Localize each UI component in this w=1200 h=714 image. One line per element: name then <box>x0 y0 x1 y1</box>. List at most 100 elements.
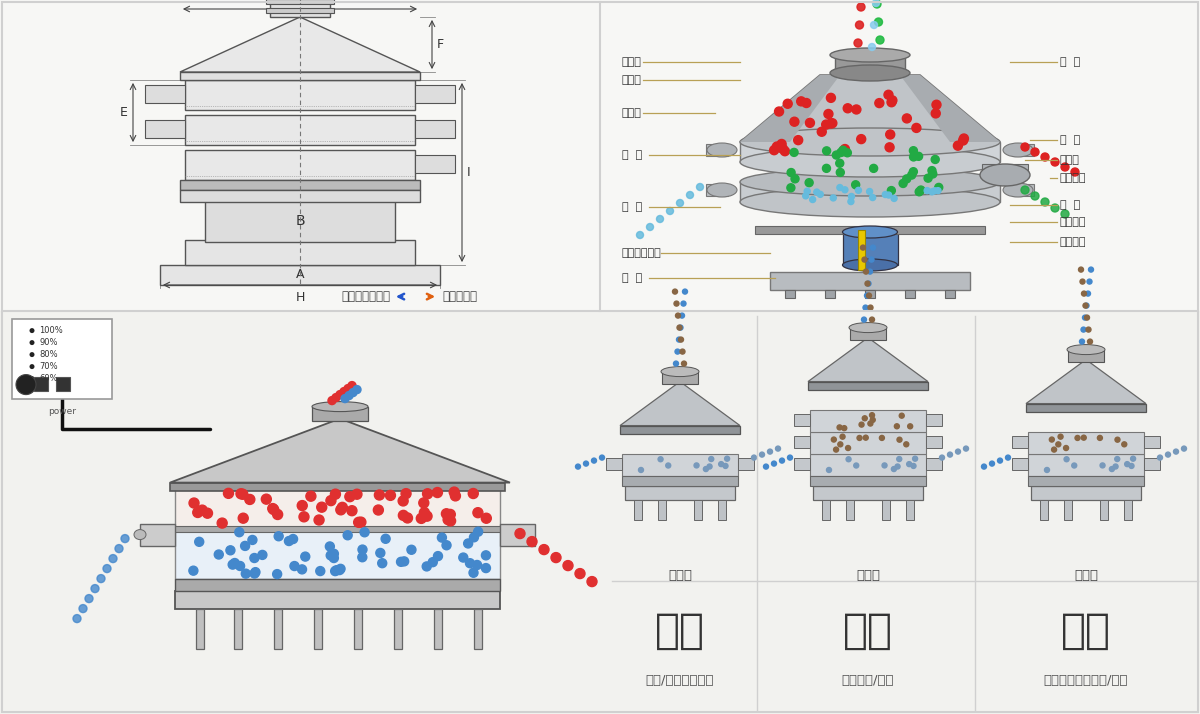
Circle shape <box>870 164 877 172</box>
Circle shape <box>422 489 432 499</box>
Circle shape <box>797 97 805 106</box>
Circle shape <box>360 528 370 537</box>
Circle shape <box>1081 291 1086 296</box>
Polygon shape <box>740 75 840 142</box>
Text: I: I <box>467 166 470 179</box>
Text: 结构示意图: 结构示意图 <box>442 290 478 303</box>
Circle shape <box>251 568 260 577</box>
Circle shape <box>862 257 866 262</box>
Polygon shape <box>1026 360 1146 403</box>
Circle shape <box>935 188 941 193</box>
Circle shape <box>805 178 814 186</box>
Bar <box>606 458 622 470</box>
Circle shape <box>398 511 408 521</box>
Circle shape <box>346 391 353 400</box>
Bar <box>706 184 728 196</box>
Text: A: A <box>295 268 305 281</box>
Circle shape <box>239 513 248 523</box>
Text: 90%: 90% <box>38 338 58 347</box>
Circle shape <box>1129 463 1134 468</box>
Circle shape <box>1165 452 1170 457</box>
Circle shape <box>248 536 257 545</box>
Circle shape <box>902 175 911 183</box>
Circle shape <box>822 164 830 172</box>
Bar <box>905 290 916 298</box>
Circle shape <box>862 317 866 322</box>
Circle shape <box>301 552 310 561</box>
Bar <box>810 431 926 453</box>
Circle shape <box>443 515 454 525</box>
Circle shape <box>449 487 460 497</box>
Bar <box>810 476 926 486</box>
Bar <box>0 311 1200 714</box>
Circle shape <box>844 149 851 157</box>
Circle shape <box>916 188 923 196</box>
Circle shape <box>870 194 876 201</box>
Circle shape <box>450 491 461 501</box>
Circle shape <box>576 464 581 469</box>
Circle shape <box>73 615 82 623</box>
Ellipse shape <box>842 226 898 238</box>
Circle shape <box>1042 198 1049 206</box>
Circle shape <box>1061 210 1069 218</box>
Text: 网  架: 网 架 <box>1060 135 1080 145</box>
Circle shape <box>896 456 901 461</box>
Circle shape <box>272 510 283 520</box>
Bar <box>185 115 415 145</box>
Bar <box>842 232 898 265</box>
Circle shape <box>575 568 586 578</box>
Circle shape <box>30 340 35 345</box>
Circle shape <box>864 293 870 298</box>
Circle shape <box>442 509 451 519</box>
Bar <box>500 523 535 545</box>
Circle shape <box>857 135 865 144</box>
Circle shape <box>676 313 680 318</box>
Circle shape <box>376 548 385 558</box>
Circle shape <box>481 550 491 560</box>
Circle shape <box>473 560 481 570</box>
Text: 去除异物/结块: 去除异物/结块 <box>841 674 894 687</box>
Circle shape <box>725 456 730 461</box>
Bar <box>785 290 796 298</box>
Circle shape <box>822 120 830 129</box>
Circle shape <box>868 305 874 310</box>
Circle shape <box>709 456 714 461</box>
Circle shape <box>840 144 850 154</box>
Circle shape <box>870 245 876 250</box>
Bar <box>622 476 738 486</box>
Bar <box>658 500 666 520</box>
Circle shape <box>349 388 358 396</box>
Ellipse shape <box>740 128 1000 156</box>
Circle shape <box>1130 456 1135 461</box>
Circle shape <box>1122 442 1127 447</box>
Ellipse shape <box>740 168 1000 196</box>
Circle shape <box>1051 158 1060 166</box>
Circle shape <box>344 492 355 502</box>
Circle shape <box>869 44 876 51</box>
Circle shape <box>1086 327 1091 332</box>
Circle shape <box>827 468 832 473</box>
Circle shape <box>760 452 764 457</box>
Circle shape <box>852 181 859 188</box>
Circle shape <box>336 391 344 398</box>
Bar <box>354 608 362 648</box>
Bar <box>1040 500 1048 520</box>
Bar <box>1012 436 1028 448</box>
Bar <box>794 458 810 470</box>
Circle shape <box>658 457 664 462</box>
Circle shape <box>931 188 937 193</box>
Circle shape <box>215 550 223 559</box>
Circle shape <box>272 570 282 578</box>
Bar <box>926 413 942 426</box>
Circle shape <box>563 560 574 570</box>
Bar <box>314 608 322 648</box>
Circle shape <box>1088 267 1093 272</box>
Text: 去除液体中的颗粒/异物: 去除液体中的颗粒/异物 <box>1044 674 1128 687</box>
Circle shape <box>91 585 98 593</box>
Circle shape <box>882 463 887 468</box>
Circle shape <box>896 437 902 442</box>
Circle shape <box>236 489 246 499</box>
Circle shape <box>853 463 859 468</box>
Circle shape <box>422 562 431 571</box>
Circle shape <box>442 540 451 550</box>
